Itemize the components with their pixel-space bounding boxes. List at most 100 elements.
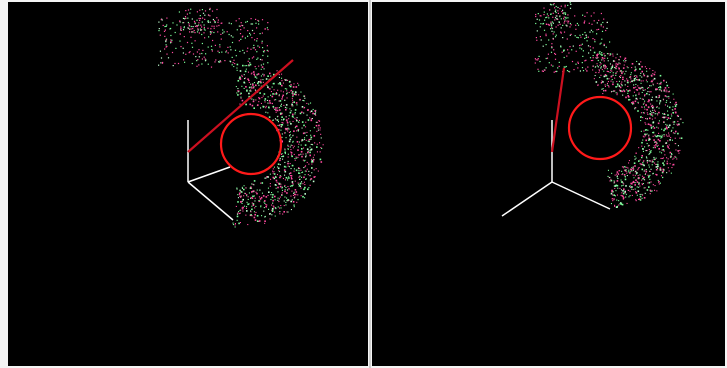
- point: [616, 176, 618, 178]
- point: [674, 103, 676, 105]
- point: [312, 144, 314, 146]
- point: [275, 207, 277, 209]
- point: [564, 6, 566, 8]
- point: [251, 57, 253, 59]
- point: [549, 3, 552, 5]
- point: [274, 175, 276, 177]
- point: [658, 89, 660, 91]
- point: [253, 107, 255, 109]
- point: [562, 37, 564, 39]
- point: [644, 122, 646, 124]
- point: [254, 213, 256, 216]
- point: [625, 169, 627, 171]
- point: [262, 106, 265, 108]
- point: [587, 66, 589, 68]
- point: [662, 177, 664, 179]
- point: [253, 195, 255, 197]
- point: [256, 38, 258, 40]
- point: [674, 155, 676, 157]
- point: [609, 176, 611, 178]
- point: [663, 169, 665, 171]
- point: [239, 77, 241, 79]
- point: [545, 17, 547, 19]
- point: [649, 189, 652, 192]
- point: [290, 195, 292, 197]
- point: [653, 158, 656, 161]
- point: [658, 111, 660, 114]
- point: [275, 187, 277, 189]
- point: [292, 194, 294, 196]
- point: [231, 56, 233, 58]
- point: [568, 52, 570, 54]
- point: [247, 198, 249, 200]
- point: [281, 112, 283, 115]
- point: [545, 67, 547, 69]
- point: [252, 47, 254, 49]
- 3d-viewport-left[interactable]: [8, 2, 368, 366]
- point: [587, 36, 589, 38]
- viewport-canvas-right[interactable]: [372, 2, 725, 366]
- point: [618, 59, 620, 61]
- point: [672, 106, 674, 108]
- point: [601, 69, 603, 71]
- point: [237, 90, 240, 92]
- point: [251, 87, 253, 89]
- point: [305, 178, 307, 180]
- point: [604, 57, 606, 59]
- point: [313, 154, 315, 156]
- point: [655, 174, 658, 176]
- point: [243, 52, 245, 54]
- point: [635, 97, 638, 100]
- point: [284, 189, 286, 191]
- point: [610, 80, 612, 82]
- point: [635, 83, 637, 85]
- point: [589, 31, 591, 33]
- point: [640, 61, 642, 63]
- point: [294, 180, 296, 182]
- point-cloud-left: [158, 7, 324, 228]
- point: [235, 20, 237, 22]
- point: [289, 146, 291, 148]
- point: [302, 171, 304, 173]
- point: [160, 57, 163, 59]
- point: [311, 172, 313, 174]
- viewport-canvas-left[interactable]: [8, 2, 368, 366]
- point: [291, 103, 293, 106]
- point: [289, 121, 291, 123]
- point: [584, 15, 586, 17]
- point: [293, 170, 295, 172]
- point: [277, 128, 280, 131]
- point: [623, 90, 626, 93]
- point: [590, 15, 592, 17]
- point: [280, 126, 282, 128]
- point: [618, 204, 620, 206]
- point: [279, 83, 282, 85]
- pane-divider[interactable]: [369, 0, 371, 368]
- point: [644, 173, 646, 175]
- point: [230, 35, 232, 37]
- point: [648, 153, 650, 155]
- point: [293, 130, 295, 132]
- point: [593, 78, 595, 80]
- point: [621, 170, 623, 172]
- point: [284, 99, 286, 101]
- point: [254, 39, 256, 41]
- point: [301, 150, 303, 152]
- point: [183, 36, 185, 38]
- point: [165, 44, 167, 46]
- 3d-viewport-right[interactable]: [372, 2, 725, 366]
- point: [600, 82, 602, 84]
- point: [641, 65, 643, 68]
- point: [262, 95, 264, 97]
- point: [263, 75, 265, 77]
- point: [297, 146, 299, 148]
- point: [241, 99, 244, 102]
- point: [202, 17, 204, 19]
- point: [255, 99, 257, 101]
- point: [644, 146, 646, 148]
- point: [218, 24, 220, 27]
- point: [644, 135, 646, 137]
- point: [251, 23, 254, 25]
- point: [310, 110, 313, 112]
- point: [214, 61, 216, 63]
